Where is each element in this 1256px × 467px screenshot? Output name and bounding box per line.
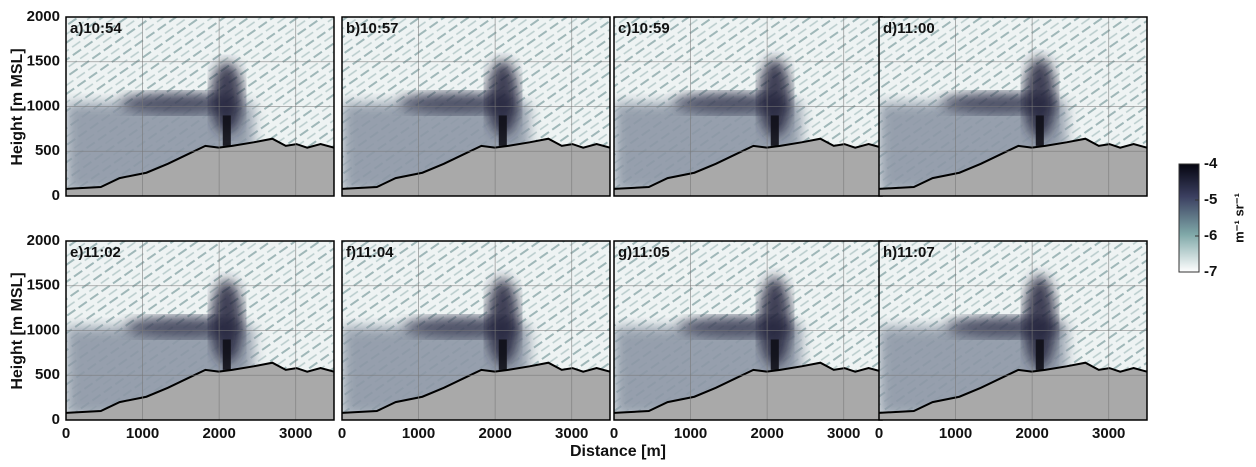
colorbar-label: m⁻¹ sr⁻¹ bbox=[1231, 193, 1246, 243]
x-tick-label: 2000 bbox=[478, 425, 511, 442]
x-tick-label: 3000 bbox=[555, 425, 588, 442]
terrain-outline bbox=[614, 361, 882, 414]
panel-image bbox=[614, 241, 882, 420]
x-tick-label: 2000 bbox=[1015, 425, 1048, 442]
y-tick-label: 1000 bbox=[27, 97, 60, 114]
plume-layer bbox=[119, 92, 238, 114]
x-tick-label: 0 bbox=[610, 425, 618, 442]
panel-label: c)10:59 bbox=[618, 20, 670, 37]
colorbar-tick-label: -4 bbox=[1204, 155, 1218, 172]
plume-stem bbox=[222, 339, 231, 370]
terrain-outline bbox=[342, 361, 610, 414]
panel-image bbox=[66, 17, 334, 196]
plume-stem bbox=[222, 115, 231, 146]
panel-image bbox=[66, 241, 334, 420]
x-tick-label: 0 bbox=[875, 425, 883, 442]
panel: d)11:00 bbox=[878, 16, 1148, 197]
panel-frame bbox=[341, 16, 611, 197]
x-tick-label: 3000 bbox=[279, 425, 312, 442]
x-tick-label: 3000 bbox=[827, 425, 860, 442]
plume-stem bbox=[770, 115, 779, 146]
panel-label: f)11:04 bbox=[346, 244, 394, 261]
panel: c)10:59 bbox=[613, 16, 883, 197]
terrain bbox=[66, 138, 334, 196]
panel-label: d)11:00 bbox=[883, 20, 935, 37]
panel-frame bbox=[65, 16, 335, 197]
x-tick-label: 0 bbox=[338, 425, 346, 442]
terrain-outline bbox=[342, 137, 610, 190]
y-tick-label: 0 bbox=[52, 411, 60, 428]
x-tick-label: 3000 bbox=[1092, 425, 1125, 442]
colorbar-tick-label: -5 bbox=[1204, 191, 1217, 208]
terrain bbox=[342, 362, 610, 420]
y-tick-label: 2000 bbox=[27, 8, 60, 25]
panel: f)11:04 0 1000 2000 3000 bbox=[338, 240, 611, 442]
terrain bbox=[614, 138, 882, 196]
y-axis-label: Height [m MSL] bbox=[9, 272, 26, 389]
colorbar bbox=[1178, 163, 1200, 273]
panel-label: g)11:05 bbox=[618, 244, 670, 261]
panel: a)10:54 0 500 1000 1500 2000 bbox=[27, 8, 335, 204]
x-tick-label: 2000 bbox=[750, 425, 783, 442]
terrain bbox=[879, 138, 1147, 196]
y-tick-label: 500 bbox=[35, 142, 60, 159]
y-tick-label: 500 bbox=[35, 366, 60, 383]
panel-label: e)11:02 bbox=[70, 244, 121, 261]
panel: b)10:57 bbox=[341, 16, 611, 197]
panel-label: h)11:07 bbox=[883, 244, 935, 261]
panel-frame bbox=[878, 16, 1148, 197]
panel-frame bbox=[341, 240, 611, 421]
panel-image bbox=[342, 241, 610, 420]
x-tick-label: 1000 bbox=[939, 425, 972, 442]
panel-frame bbox=[65, 240, 335, 421]
terrain bbox=[66, 362, 334, 420]
terrain bbox=[614, 362, 882, 420]
panel-frame bbox=[878, 240, 1148, 421]
panel-label: a)10:54 bbox=[70, 20, 122, 37]
colorbar-tick-label: -6 bbox=[1204, 227, 1217, 244]
x-tick-label: 1000 bbox=[126, 425, 159, 442]
y-axis-label: Height [m MSL] bbox=[9, 48, 26, 165]
y-tick-label: 2000 bbox=[27, 232, 60, 249]
y-tick-label: 1500 bbox=[27, 53, 60, 70]
x-tick-label: 0 bbox=[62, 425, 70, 442]
panel: e)11:02 0 500 1000 1500 2000 0 1000 2000 3000 bbox=[27, 232, 335, 442]
y-tick-label: 1500 bbox=[27, 277, 60, 294]
plume-stem bbox=[498, 115, 507, 146]
terrain-outline bbox=[66, 361, 334, 414]
plume-stem bbox=[1035, 115, 1044, 146]
x-tick-label: 2000 bbox=[202, 425, 235, 442]
terrain-outline bbox=[66, 137, 334, 190]
terrain bbox=[342, 138, 610, 196]
y-tick-label: 0 bbox=[52, 187, 60, 204]
x-axis-label: Distance [m] bbox=[570, 443, 666, 460]
panel-label: b)10:57 bbox=[346, 20, 399, 37]
x-tick-label: 1000 bbox=[402, 425, 435, 442]
panel: h)11:07 0 1000 2000 3000 bbox=[875, 240, 1148, 442]
terrain bbox=[879, 362, 1147, 420]
plume-stem bbox=[770, 339, 779, 370]
plume-stem bbox=[1035, 339, 1044, 370]
terrain-outline bbox=[879, 361, 1147, 414]
panel-image bbox=[342, 17, 610, 196]
panel-image bbox=[879, 17, 1147, 196]
colorbar-tick-label: -7 bbox=[1204, 263, 1217, 280]
plume-stem bbox=[498, 339, 507, 370]
terrain-outline bbox=[879, 137, 1147, 190]
panel: g)11:05 0 1000 2000 3000 bbox=[610, 240, 883, 442]
y-tick-label: 1000 bbox=[27, 321, 60, 338]
panel-image bbox=[879, 241, 1147, 420]
terrain-outline bbox=[614, 137, 882, 190]
panel-image bbox=[614, 17, 882, 196]
x-tick-label: 1000 bbox=[674, 425, 707, 442]
